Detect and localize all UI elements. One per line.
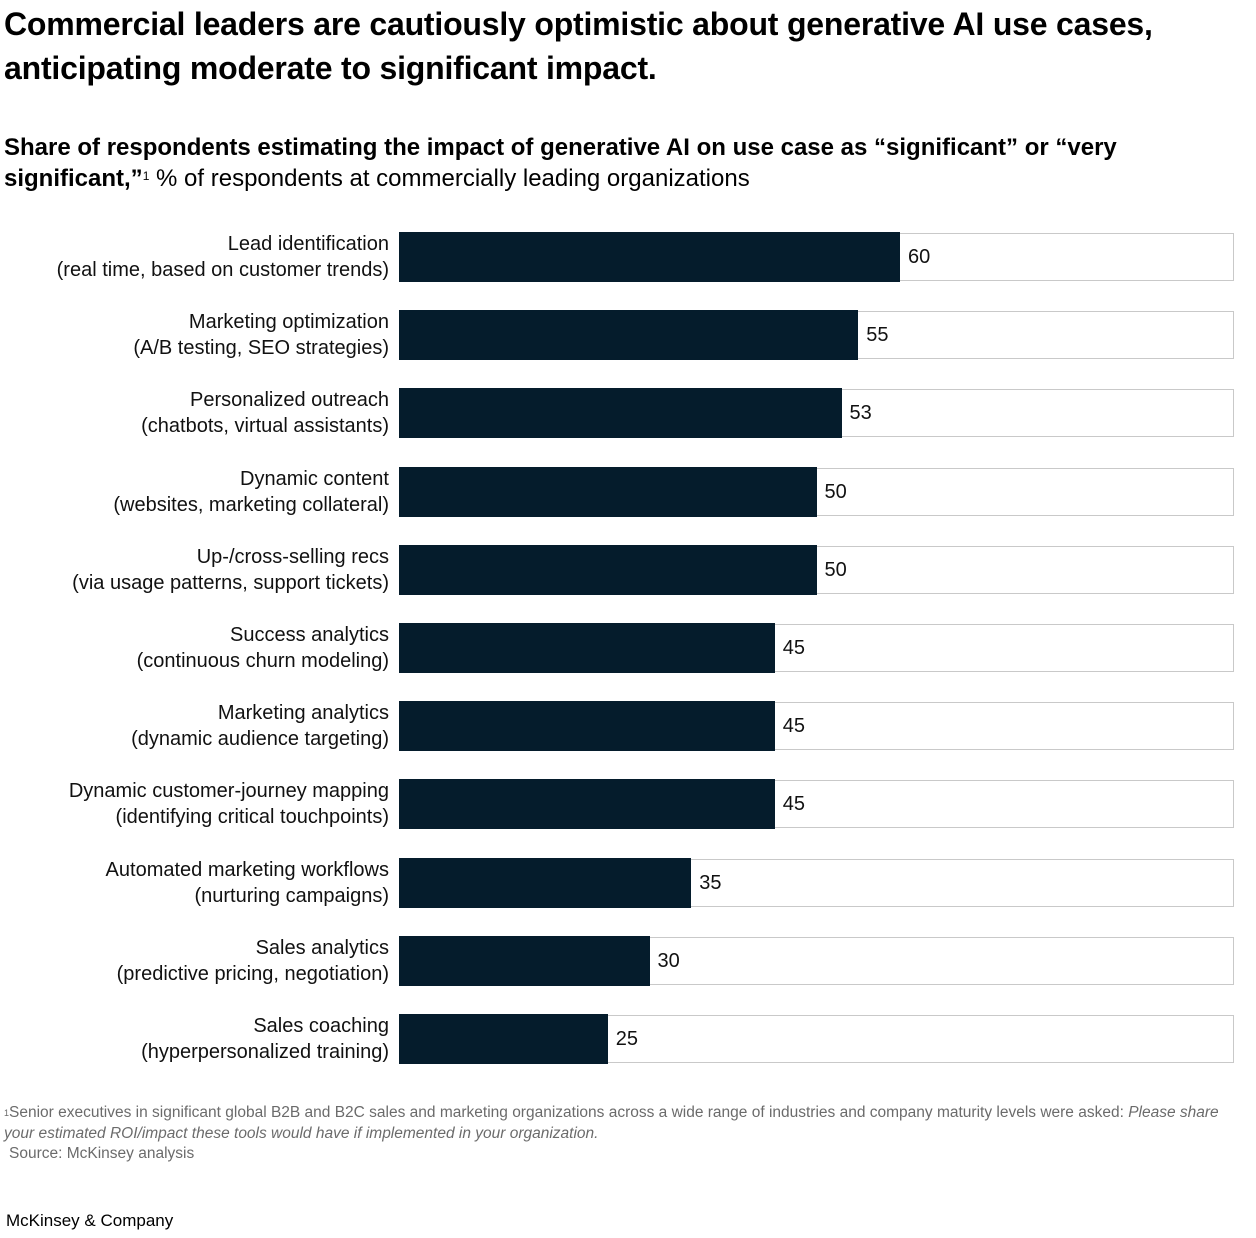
footnote-source: Source: McKinsey analysis (9, 1145, 195, 1162)
footnote-question: Please share your estimated ROI/impact t… (4, 1104, 1219, 1142)
value-label: 45 (782, 637, 805, 659)
category-label: Success analytics (continuous churn model… (0, 622, 389, 674)
subtitle-footnote-marker: 1 (142, 169, 150, 183)
category-label-line1: Automated marketing workflows (105, 858, 389, 881)
category-label-line2: (dynamic audience targeting) (131, 728, 389, 751)
value-label: 30 (657, 949, 680, 972)
category-label-line2: (predictive pricing, negotiation) (116, 962, 389, 985)
value-label: 50 (824, 558, 847, 581)
category-label: Marketing optimization (A/B testing, SEO … (0, 309, 389, 361)
bar (399, 466, 817, 517)
value-label: 25 (615, 1028, 638, 1050)
bar (399, 623, 775, 673)
value-label: 55 (866, 324, 889, 347)
category-label-line1: Personalized outreach (189, 389, 389, 412)
value-label: 53 (849, 402, 872, 425)
category-label: Dynamic content (websites, marketing coll… (0, 466, 389, 518)
category-label: Sales coaching (hyperpersonalized trainin… (0, 1013, 389, 1065)
category-label-line2: (via usage patterns, support tickets) (72, 571, 389, 594)
value-label: 50 (824, 480, 847, 503)
bar (399, 779, 775, 830)
category-label-line2: (nurturing campaigns) (194, 884, 389, 907)
category-label: Automated marketing workflows (nurturing … (0, 857, 389, 909)
value-label: 35 (699, 871, 722, 894)
category-label: Marketing analytics (dynamic audience tar… (0, 700, 389, 752)
category-label-line1: Success analytics (230, 624, 389, 646)
bar (399, 544, 817, 595)
category-label-line1: Dynamic customer-journey mapping (68, 780, 389, 803)
category-label-line2: (continuous churn modeling) (136, 650, 389, 672)
value-label: 60 (908, 246, 931, 268)
footnote-text: Senior executives in significant global … (9, 1104, 1129, 1121)
category-label-line2: (identifying critical touchpoints) (115, 806, 389, 829)
category-label-line2: (chatbots, virtual assistants) (141, 415, 389, 438)
category-label-line1: Up-/cross-selling recs (196, 545, 389, 568)
footnote-marker: 1 (4, 1108, 10, 1118)
value-label: 45 (782, 793, 805, 816)
brand-name: McKinsey & Company (6, 1211, 174, 1230)
value-label: 45 (782, 715, 805, 738)
footnote: 1Senior executives in significant global… (4, 1103, 1249, 1165)
chart-title: Commercial leaders are cautiously optimi… (4, 6, 1153, 86)
bar (399, 857, 692, 908)
subtitle-bold-text: Share of respondents estimating the impa… (4, 134, 1117, 192)
category-label-line1: Dynamic content (240, 467, 389, 490)
category-label-line1: Sales analytics (255, 936, 389, 959)
chart-subtitle: Share of respondents estimating the impa… (4, 132, 1244, 194)
category-label-line1: Sales coaching (253, 1015, 389, 1037)
bar (399, 310, 859, 361)
bar (399, 1014, 608, 1064)
category-label-line1: Marketing analytics (217, 702, 389, 725)
category-label: Lead identification (real time, based on … (0, 231, 389, 283)
category-label-line2: (hyperpersonalized training) (141, 1041, 389, 1063)
category-label-line1: Marketing optimization (188, 311, 389, 334)
bar (399, 232, 900, 282)
bar (399, 388, 842, 439)
category-label: Dynamic customer-journey mapping (identif… (0, 778, 389, 830)
bar (399, 935, 650, 986)
footnote-note: 1Senior executives in significant global… (4, 1103, 1249, 1144)
subtitle-unit-text: % of respondents at commercially leading… (149, 165, 750, 192)
category-label-line2: (real time, based on customer trends) (56, 259, 389, 281)
category-label: Personalized outreach (chatbots, virtual … (0, 387, 389, 439)
bar-chart: Lead identification (real time, based on … (0, 220, 1256, 1080)
category-label-line2: (websites, marketing collateral) (113, 493, 389, 516)
category-label: Sales analytics (predictive pricing, nego… (0, 935, 389, 987)
category-label-line1: Lead identification (227, 233, 389, 255)
category-label-line2: (A/B testing, SEO strategies) (133, 337, 389, 360)
bar (399, 701, 775, 752)
category-label: Up-/cross-selling recs (via usage pattern… (0, 544, 389, 596)
